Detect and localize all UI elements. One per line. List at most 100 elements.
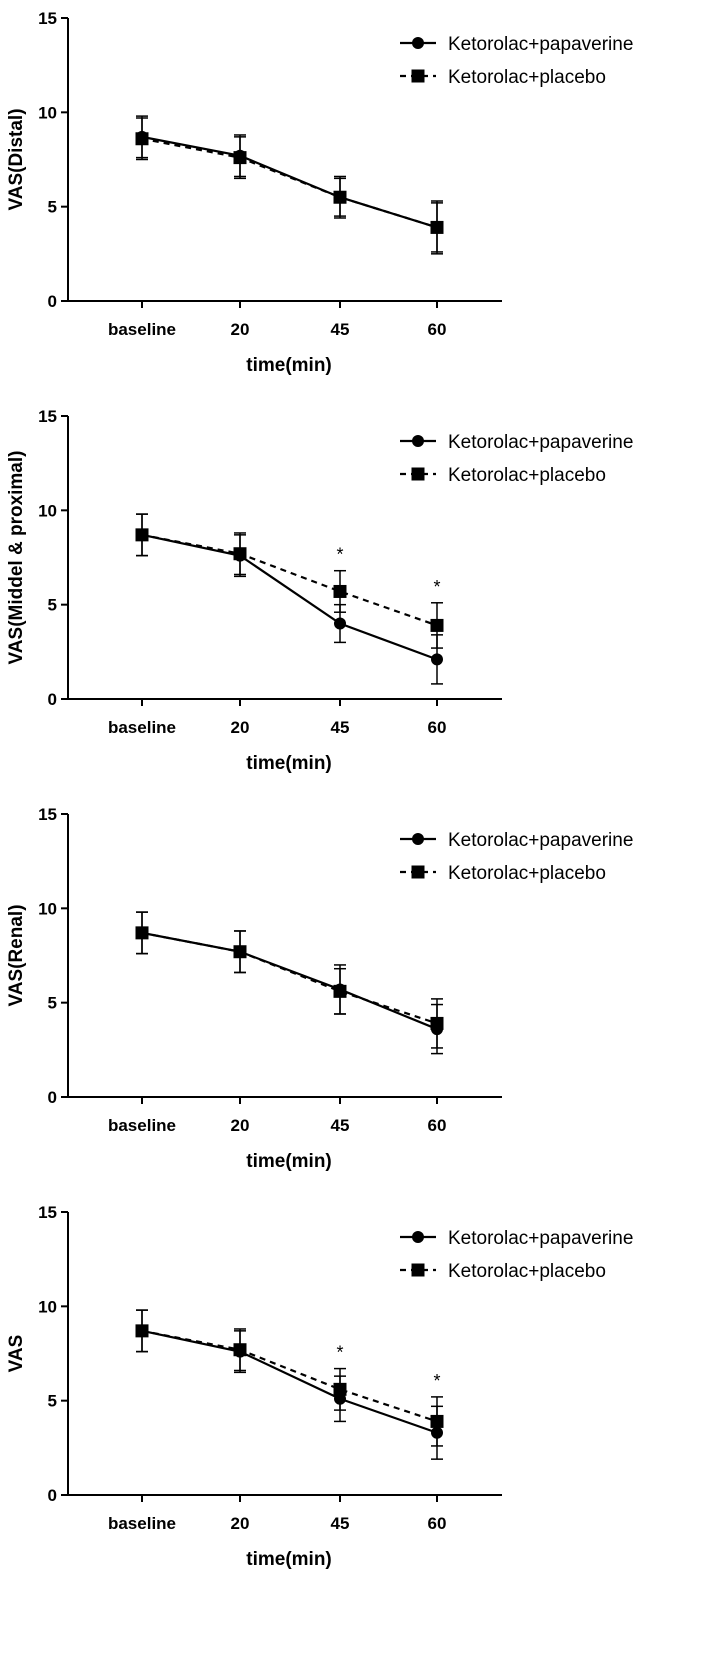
y-tick-label: 15	[38, 9, 57, 28]
y-axis-title: VAS(Distal)	[6, 108, 27, 210]
data-point	[431, 1426, 443, 1439]
data-point	[334, 617, 346, 630]
data-point	[334, 1392, 346, 1405]
y-tick-label: 0	[48, 690, 57, 709]
legend-marker	[412, 833, 424, 845]
data-point	[234, 149, 246, 162]
x-tick-label: baseline	[108, 320, 176, 339]
series-line	[141, 533, 438, 661]
y-tick-label: 15	[38, 805, 57, 824]
series-papaverine	[136, 513, 443, 685]
y-tick-label: 10	[38, 899, 57, 918]
data-point	[136, 1324, 148, 1337]
x-tick-label: baseline	[108, 718, 176, 737]
x-axis-title: time(min)	[246, 1549, 332, 1570]
legend-marker	[411, 1263, 425, 1277]
series-line	[141, 1329, 438, 1434]
x-tick-label: 45	[331, 718, 350, 737]
y-tick-label: 10	[38, 501, 57, 520]
x-tick-label: 20	[231, 1514, 250, 1533]
data-point	[431, 1023, 443, 1036]
x-tick-label: 45	[331, 320, 350, 339]
legend-marker	[411, 865, 425, 879]
y-tick-label: 5	[48, 596, 57, 615]
legend-label: Ketorolac+placebo	[448, 1261, 606, 1282]
series-line	[141, 533, 438, 627]
legend-item: Ketorolac+papaverine	[400, 1228, 633, 1249]
y-axis-title: VAS(Middel & proximal)	[6, 451, 27, 665]
legend-label: Ketorolac+papaverine	[448, 830, 633, 851]
legend-item: Ketorolac+papaverine	[400, 432, 633, 453]
x-tick-label: 20	[231, 1116, 250, 1135]
y-tick-label: 5	[48, 994, 57, 1013]
legend-item: Ketorolac+papaverine	[400, 830, 633, 851]
legend-marker	[412, 37, 424, 49]
legend-marker	[412, 435, 424, 447]
series-placebo	[135, 117, 444, 253]
y-tick-label: 0	[48, 292, 57, 311]
significance-marker: *	[433, 1371, 440, 1391]
legend-label: Ketorolac+papaverine	[448, 34, 633, 55]
data-point	[136, 926, 148, 939]
x-axis-title: time(min)	[246, 1151, 332, 1172]
data-point	[430, 618, 444, 632]
data-point	[334, 191, 346, 204]
series-placebo	[135, 513, 444, 649]
x-tick-label: 45	[331, 1116, 350, 1135]
x-tick-label: 20	[231, 320, 250, 339]
y-tick-label: 10	[38, 103, 57, 122]
legend-label: Ketorolac+placebo	[448, 465, 606, 486]
x-axis-title: time(min)	[246, 753, 332, 774]
chart-panel-1: 0 5 10 15 baseline 20 45 60 time(min) VAS(Distal)…	[6, 9, 633, 376]
y-tick-label: 10	[38, 1297, 57, 1316]
x-tick-label: 20	[231, 718, 250, 737]
y-tick-label: 15	[38, 1203, 57, 1222]
x-tick-label: 45	[331, 1514, 350, 1533]
legend-marker	[412, 1231, 424, 1243]
legend-item: Ketorolac+papaverine	[400, 34, 633, 55]
series-placebo	[135, 911, 444, 1049]
chart-panel-3: 0 5 10 15 baseline 20 45 60 time(min) VAS(Renal) K…	[6, 805, 633, 1172]
data-point	[431, 221, 443, 234]
data-point	[234, 945, 246, 958]
x-tick-label: 60	[428, 1116, 447, 1135]
legend-item: Ketorolac+placebo	[400, 67, 606, 88]
data-point	[334, 983, 346, 996]
data-point	[234, 549, 246, 562]
legend-marker	[411, 467, 425, 481]
x-tick-label: baseline	[108, 1514, 176, 1533]
y-tick-label: 5	[48, 1392, 57, 1411]
legend-label: Ketorolac+placebo	[448, 67, 606, 88]
legend-item: Ketorolac+placebo	[400, 863, 606, 884]
y-axis-title: VAS(Renal)	[6, 904, 27, 1006]
significance-marker: *	[336, 1343, 343, 1363]
data-point	[234, 1345, 246, 1358]
legend-label: Ketorolac+papaverine	[448, 1228, 633, 1249]
legend-label: Ketorolac+placebo	[448, 863, 606, 884]
series-papaverine	[136, 1309, 443, 1460]
y-tick-label: 5	[48, 198, 57, 217]
y-tick-label: 0	[48, 1486, 57, 1505]
series-papaverine	[136, 911, 443, 1055]
x-tick-label: 60	[428, 1514, 447, 1533]
y-tick-label: 15	[38, 407, 57, 426]
chart-panel-4: 0 5 10 15 baseline 20 45 60 time(min) VAS * * Ketoro…	[6, 1203, 633, 1570]
series-placebo	[135, 1309, 444, 1447]
legend-marker	[411, 69, 425, 83]
significance-marker: *	[433, 577, 440, 597]
legend-item: Ketorolac+placebo	[400, 1261, 606, 1282]
chart-panel-2: 0 5 10 15 baseline 20 45 60 time(min) VAS(Middel …	[6, 407, 633, 774]
series-line	[141, 135, 438, 229]
legend-label: Ketorolac+papaverine	[448, 432, 633, 453]
legend-item: Ketorolac+placebo	[400, 465, 606, 486]
data-point	[431, 653, 443, 666]
data-point	[333, 584, 347, 598]
significance-marker: *	[336, 545, 343, 565]
x-tick-label: 60	[428, 320, 447, 339]
x-tick-label: baseline	[108, 1116, 176, 1135]
data-point	[136, 130, 148, 143]
y-tick-label: 0	[48, 1088, 57, 1107]
x-axis-title: time(min)	[246, 355, 332, 376]
